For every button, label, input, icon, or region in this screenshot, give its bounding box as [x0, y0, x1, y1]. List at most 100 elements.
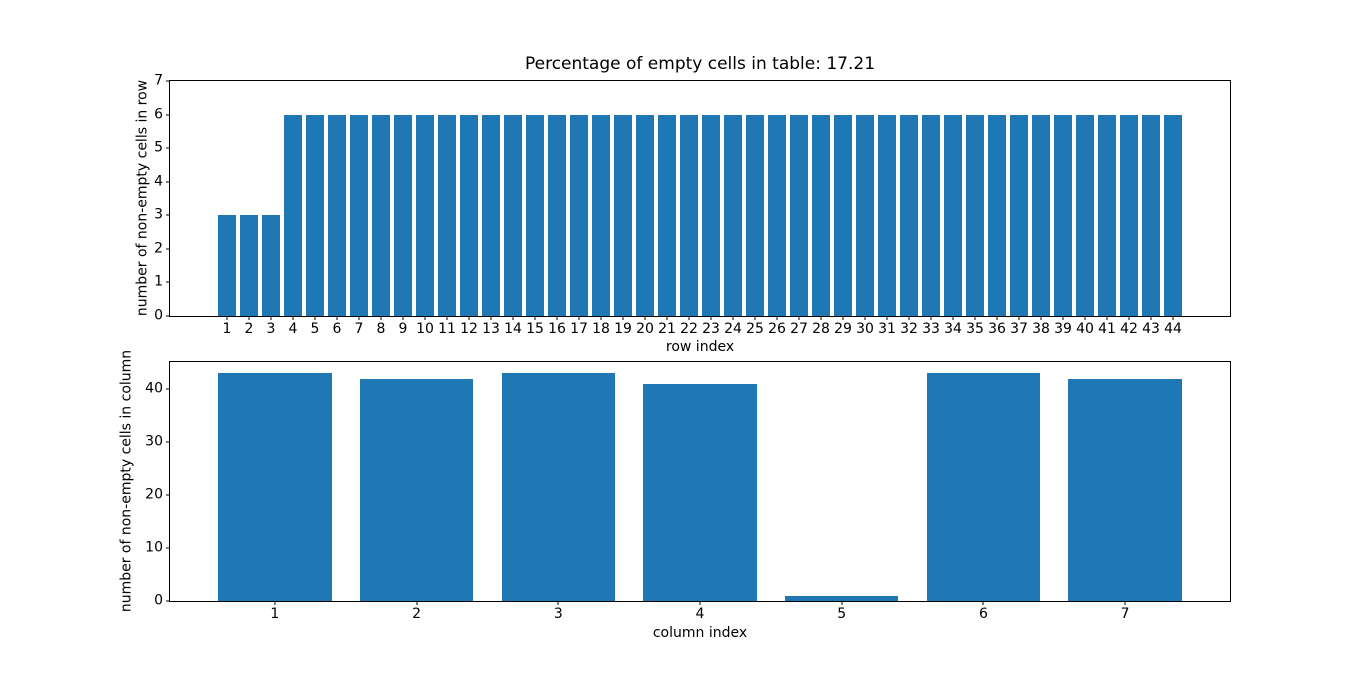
x-tick-mark	[578, 316, 580, 320]
x-tick-mark	[1150, 316, 1152, 320]
y-tick-mark	[166, 600, 170, 602]
x-tick-label: 37	[1010, 321, 1028, 337]
x-tick-mark	[1128, 316, 1130, 320]
x-tick-mark	[754, 316, 756, 320]
bar	[878, 114, 896, 316]
row-chart-xlabel: row index	[665, 339, 735, 355]
bar	[284, 114, 302, 316]
x-tick-label: 21	[658, 321, 676, 337]
x-tick-label: 23	[702, 321, 720, 337]
bar	[944, 114, 962, 316]
bar	[922, 114, 940, 316]
y-tick-mark	[166, 388, 170, 390]
bar	[328, 114, 346, 316]
x-tick-label: 30	[856, 321, 874, 337]
y-tick-mark	[166, 114, 170, 116]
x-tick-label: 22	[680, 321, 698, 337]
bar	[548, 114, 566, 316]
bar	[1010, 114, 1028, 316]
x-tick-mark	[556, 316, 558, 320]
y-tick-label: 0	[154, 307, 163, 324]
x-tick-label: 19	[614, 321, 632, 337]
x-tick-label: 36	[988, 321, 1006, 337]
y-tick-label: 40	[145, 380, 163, 397]
x-tick-mark	[710, 316, 712, 320]
y-tick-mark	[166, 248, 170, 250]
y-tick-mark	[166, 547, 170, 549]
y-tick-mark	[166, 441, 170, 443]
x-tick-label: 35	[966, 321, 984, 337]
bar	[636, 114, 654, 316]
y-tick-label: 4	[154, 173, 163, 190]
x-tick-label: 4	[695, 606, 705, 622]
bar	[746, 114, 764, 316]
x-tick-mark	[490, 316, 492, 320]
x-tick-label: 6	[978, 606, 988, 622]
x-tick-mark	[820, 316, 822, 320]
x-tick-label: 15	[526, 321, 544, 337]
bar	[988, 114, 1006, 316]
x-tick-mark	[886, 316, 888, 320]
column-chart-xlabel: column index	[652, 625, 748, 641]
x-tick-label: 38	[1032, 321, 1050, 337]
y-tick-mark	[166, 281, 170, 283]
x-tick-mark	[1062, 316, 1064, 320]
x-tick-label: 2	[412, 606, 422, 622]
bar	[1054, 114, 1072, 316]
x-tick-label: 9	[398, 321, 408, 337]
bar	[394, 114, 412, 316]
x-tick-label: 7	[354, 321, 364, 337]
y-tick-label: 30	[145, 433, 163, 450]
x-tick-label: 39	[1054, 321, 1072, 337]
x-tick-label: 33	[922, 321, 940, 337]
x-tick-mark	[1106, 316, 1108, 320]
bar	[501, 373, 615, 601]
bar	[724, 114, 742, 316]
x-tick-mark	[1172, 316, 1174, 320]
x-tick-label: 20	[636, 321, 654, 337]
x-tick-label: 31	[878, 321, 896, 337]
x-tick-label: 17	[570, 321, 588, 337]
x-tick-mark	[1084, 316, 1086, 320]
x-tick-label: 5	[310, 321, 320, 337]
x-tick-mark	[666, 316, 668, 320]
x-tick-mark	[732, 316, 734, 320]
x-tick-label: 43	[1142, 321, 1160, 337]
bar	[785, 595, 899, 601]
bar	[812, 114, 830, 316]
x-tick-mark	[622, 316, 624, 320]
x-tick-mark	[248, 316, 250, 320]
bar	[504, 114, 522, 316]
x-tick-label: 27	[790, 321, 808, 337]
bar	[359, 378, 474, 601]
y-tick-label: 5	[154, 139, 163, 156]
x-tick-mark	[314, 316, 316, 320]
bar	[526, 114, 544, 316]
x-tick-mark	[270, 316, 272, 320]
x-tick-label: 24	[724, 321, 742, 337]
x-tick-mark	[557, 601, 559, 605]
bar	[240, 215, 258, 316]
x-tick-label: 4	[288, 321, 298, 337]
x-tick-mark	[864, 316, 866, 320]
bar	[614, 114, 632, 316]
row-chart-axes: 1 2 3 4 5 6 7 8 9 10 11 12 13 14 15 16 17 18 19 20 21 22 23 24 2…	[154, 73, 1231, 337]
x-tick-label: 16	[548, 321, 566, 337]
x-tick-mark	[292, 316, 294, 320]
bar	[643, 383, 757, 601]
bar	[856, 114, 874, 316]
x-tick-mark	[776, 316, 778, 320]
x-tick-mark	[996, 316, 998, 320]
x-tick-mark	[842, 316, 844, 320]
x-tick-label: 3	[266, 321, 276, 337]
x-tick-mark	[424, 316, 426, 320]
bar	[900, 114, 918, 316]
x-tick-label: 2	[244, 321, 254, 337]
y-tick-label: 1	[154, 273, 163, 290]
x-tick-mark	[841, 601, 843, 605]
y-tick-label: 2	[154, 240, 163, 257]
x-tick-label: 40	[1076, 321, 1094, 337]
x-tick-mark	[1124, 601, 1126, 605]
bar	[966, 114, 984, 316]
x-tick-label: 42	[1120, 321, 1138, 337]
